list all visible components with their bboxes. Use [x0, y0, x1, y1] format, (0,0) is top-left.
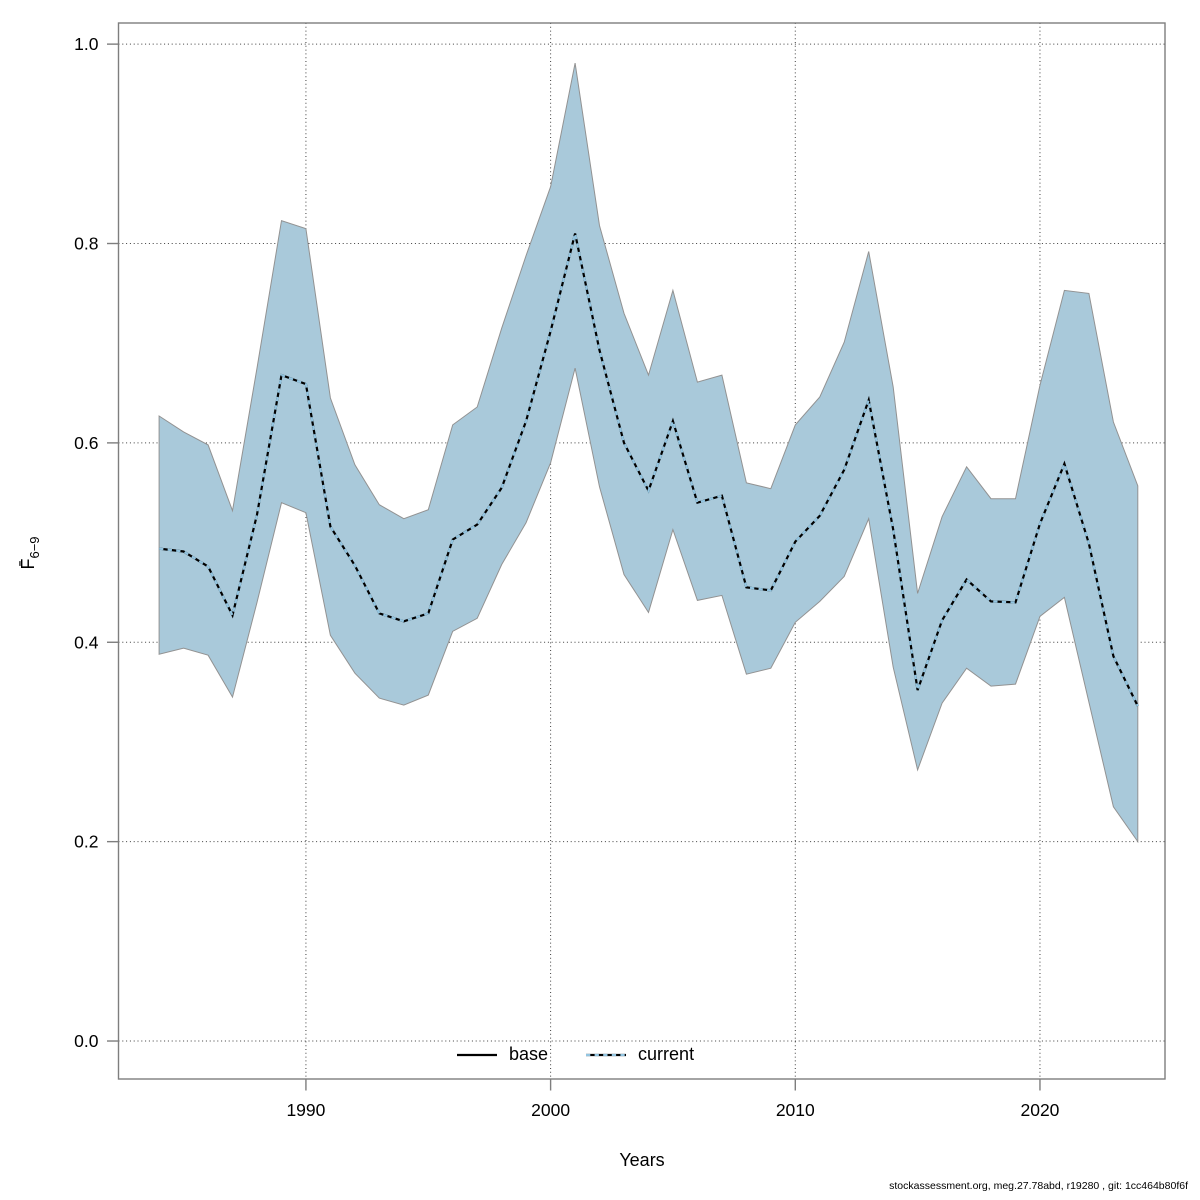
- x-tick-label: 2020: [1020, 1100, 1059, 1120]
- x-tick-label: 2000: [531, 1100, 570, 1120]
- x-tick-label: 2010: [776, 1100, 815, 1120]
- current-line: [158, 233, 1139, 707]
- axis-ticks: [107, 43, 1041, 1091]
- plot-frame: [117, 22, 1166, 1080]
- legend-label-current: current: [638, 1044, 695, 1064]
- footer-text: stockassessment.org, meg.27.78abd, r1928…: [889, 1180, 1188, 1192]
- confidence-band: [158, 63, 1139, 844]
- axis-tick-labels: 1990 2000 2010 2020 0.0 0.2 0.4 0.6 0.8 1.0: [74, 34, 1060, 1120]
- y-axis-title-main: F̄: [18, 558, 39, 570]
- x-axis-title: Years: [619, 1150, 665, 1170]
- legend-label-base: base: [509, 1044, 549, 1064]
- y-axis-title-subscript: 6−9: [26, 536, 42, 559]
- legend-line-current: [586, 1053, 627, 1056]
- y-tick-label: 0.2: [74, 832, 98, 852]
- x-tick-label: 1990: [286, 1100, 325, 1120]
- legend: base current: [456, 1044, 694, 1065]
- y-tick-label: 0.4: [74, 632, 99, 652]
- y-tick-label: 0.6: [74, 433, 98, 453]
- y-axis-title: F̄6−9: [18, 536, 42, 569]
- y-tick-label: 0.0: [74, 1031, 99, 1051]
- y-tick-label: 0.8: [74, 234, 98, 254]
- y-tick-label: 1.0: [74, 34, 99, 54]
- legend-line-base: [457, 1053, 497, 1056]
